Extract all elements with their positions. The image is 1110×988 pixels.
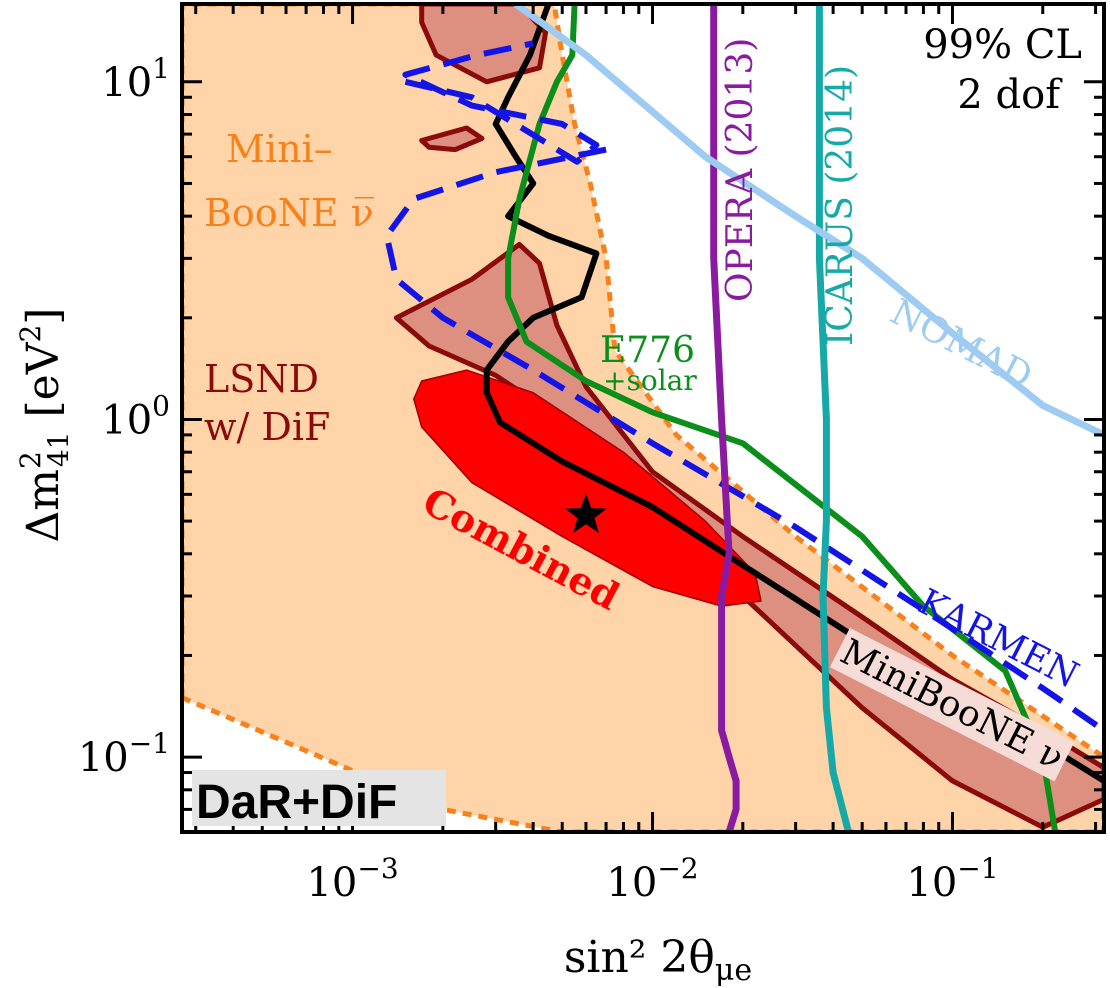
- miniboone-antinu-label-line2: BooNE ν̅: [204, 191, 374, 235]
- curve-e776-solar-6: [505, 4, 1059, 832]
- opera-label: OPERA (2013): [720, 38, 761, 302]
- panel-tag-background: [192, 770, 446, 826]
- e776-label-line2: +solar: [603, 364, 697, 397]
- x-tick-label: 10−1: [906, 852, 998, 906]
- lsnd-label-line1: LSND: [204, 357, 319, 401]
- y-tick-label: 100: [101, 389, 170, 443]
- miniboone-antinu-label-line1: Mini–: [226, 127, 333, 171]
- y-tick-label: 101: [101, 52, 170, 106]
- miniboone-nu-label-background: [829, 627, 1075, 782]
- x-tick-label: 10−2: [606, 852, 698, 906]
- confidence-level-label: 99% CL: [923, 22, 1082, 68]
- curve-karmen-8: [383, 146, 1104, 733]
- e776-label-line1: E776: [600, 330, 695, 371]
- x-axis-title: sin² 2θμe: [564, 932, 752, 988]
- y-axis-title: Δm241[eV2]: [14, 308, 75, 543]
- curve-nomad-11: [513, 4, 1104, 439]
- nomad-label: NOMAD: [884, 291, 1039, 397]
- x-tick-label: 10−3: [306, 852, 398, 906]
- lsnd-label-line2: w/ DiF: [204, 405, 330, 449]
- icarus-label: ICARUS (2014): [820, 65, 861, 346]
- dof-label: 2 dof: [957, 72, 1063, 118]
- panel-tag: DaR+DiF: [196, 776, 397, 829]
- region-combined-4: [413, 369, 762, 607]
- curve-opera-2013-9: [710, 4, 740, 832]
- y-tick-label: 10−1: [78, 727, 170, 781]
- curve-icarus-2014-10: [815, 4, 852, 832]
- curve-karmen-7: [402, 40, 600, 165]
- region-lsnd-w-dif-small-island-3: [419, 125, 485, 153]
- best-fit-star-icon: [565, 493, 607, 534]
